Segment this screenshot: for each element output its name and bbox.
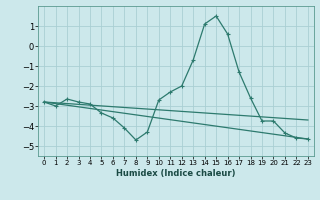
X-axis label: Humidex (Indice chaleur): Humidex (Indice chaleur) [116,169,236,178]
